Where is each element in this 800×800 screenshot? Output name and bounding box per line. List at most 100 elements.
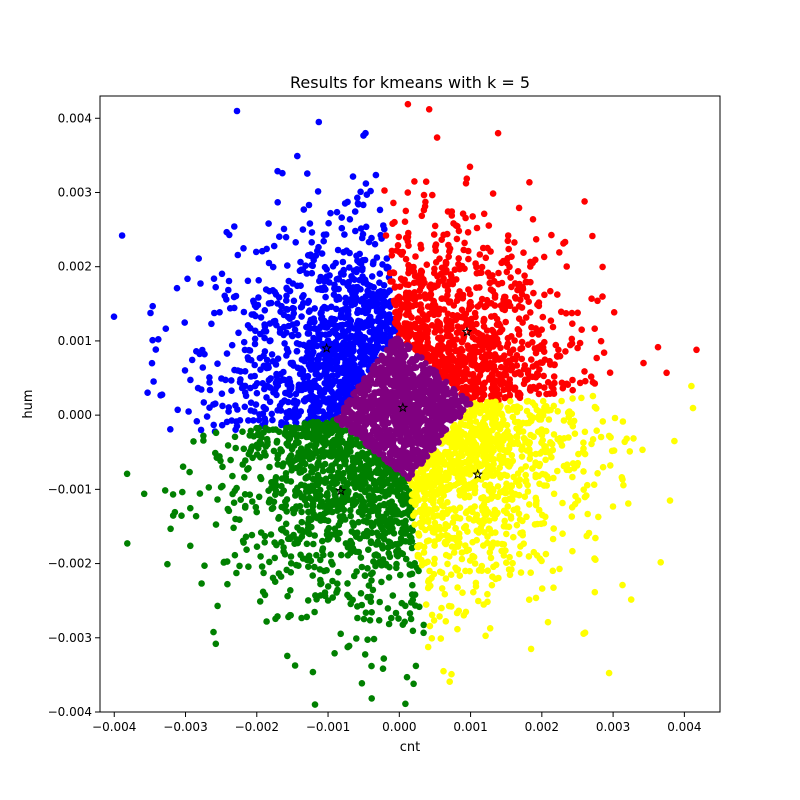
data-point <box>289 280 297 287</box>
data-point <box>458 549 466 556</box>
data-point <box>538 585 546 592</box>
data-point <box>471 355 478 362</box>
data-point <box>303 540 311 548</box>
data-point <box>304 170 311 177</box>
data-point <box>456 265 464 273</box>
data-point <box>504 334 512 342</box>
data-point <box>511 239 518 246</box>
data-point <box>277 526 285 533</box>
data-point <box>362 180 370 187</box>
data-point <box>408 480 416 487</box>
data-point <box>313 435 321 443</box>
data-point <box>324 490 331 497</box>
data-point <box>346 376 353 383</box>
data-point <box>356 483 363 490</box>
data-point <box>247 427 255 435</box>
data-point <box>461 465 469 473</box>
data-point <box>333 208 341 216</box>
data-point <box>261 334 268 342</box>
data-point <box>384 544 392 551</box>
data-point <box>589 392 597 400</box>
data-point <box>539 412 547 419</box>
data-point <box>444 560 451 568</box>
data-point <box>568 309 576 317</box>
data-point <box>374 300 382 308</box>
data-point <box>298 313 305 320</box>
data-point <box>491 351 499 358</box>
data-point <box>187 376 194 384</box>
data-point <box>282 470 290 477</box>
data-point <box>289 332 296 340</box>
data-point <box>535 382 543 390</box>
data-point <box>337 310 345 318</box>
data-point <box>430 461 438 469</box>
data-point <box>344 580 351 587</box>
data-point <box>335 521 343 529</box>
data-point <box>311 563 318 571</box>
data-point <box>554 408 561 415</box>
data-point <box>321 303 328 311</box>
data-point <box>322 286 329 293</box>
data-point <box>314 188 322 195</box>
data-point <box>479 244 487 252</box>
data-point <box>241 474 248 481</box>
data-point <box>591 380 599 387</box>
data-point <box>374 345 382 352</box>
data-point <box>493 469 501 477</box>
data-point <box>295 449 303 456</box>
data-point <box>217 457 224 465</box>
data-point <box>398 529 405 536</box>
data-point <box>448 670 455 678</box>
data-point <box>429 357 437 365</box>
data-point <box>456 288 463 295</box>
data-point <box>231 223 238 230</box>
data-point <box>239 382 247 390</box>
data-point <box>559 530 566 537</box>
data-point <box>369 296 377 304</box>
data-point <box>455 227 463 235</box>
data-point <box>195 255 202 262</box>
data-point <box>313 394 320 402</box>
data-point <box>354 603 361 610</box>
data-point <box>307 316 315 324</box>
data-point <box>346 216 354 223</box>
data-point <box>535 506 543 514</box>
data-point <box>476 251 484 258</box>
data-point <box>469 213 477 220</box>
data-point <box>482 254 490 262</box>
data-point <box>440 306 448 313</box>
data-point <box>408 371 416 379</box>
data-point <box>286 611 294 619</box>
data-point <box>334 246 342 254</box>
data-point <box>435 533 443 541</box>
data-point <box>506 553 513 561</box>
data-point <box>476 341 484 349</box>
data-point <box>429 352 436 360</box>
data-point <box>334 456 341 463</box>
data-point <box>484 567 492 574</box>
data-point <box>464 229 472 236</box>
data-point <box>316 486 324 494</box>
data-point <box>208 320 215 328</box>
data-point <box>543 403 550 410</box>
data-point <box>450 302 458 309</box>
data-point <box>420 621 428 629</box>
data-point <box>455 260 462 268</box>
data-point <box>451 266 459 274</box>
data-point <box>393 564 400 572</box>
data-point <box>265 220 272 227</box>
data-point <box>630 435 637 442</box>
data-point <box>243 546 250 553</box>
data-point <box>468 464 476 472</box>
data-point <box>569 320 576 328</box>
data-point <box>407 534 415 542</box>
data-point <box>458 555 466 563</box>
data-point <box>460 334 467 342</box>
data-point <box>234 251 242 259</box>
data-point <box>451 413 458 421</box>
data-point <box>559 384 567 392</box>
data-point <box>360 201 367 209</box>
data-point <box>347 440 355 447</box>
data-point <box>355 518 362 526</box>
data-point <box>361 334 369 342</box>
